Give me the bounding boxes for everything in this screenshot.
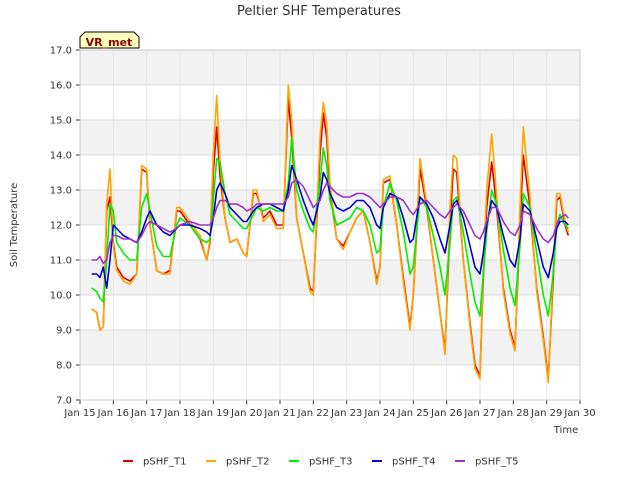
y-tick-label: 11.0: [50, 256, 72, 267]
y-tick-label: 7.0: [56, 396, 72, 407]
x-tick-label: Jan 18: [163, 408, 195, 419]
x-tick-label: Jan 22: [297, 408, 329, 419]
y-tick-label: 10.0: [50, 291, 72, 302]
series-line-pshf-t5: [91, 178, 569, 265]
x-tick-label: Jan 30: [563, 408, 595, 419]
plot-band: [80, 295, 580, 330]
legend: pSHF_T1 pSHF_T2 pSHF_T3 pSHF_T4 pSHF_T5: [123, 457, 518, 468]
series-layer: [91, 84, 570, 384]
plot-band: [80, 330, 580, 365]
plot-band: [80, 50, 580, 85]
x-tick-label: Jan 20: [230, 408, 262, 419]
x-tick-label: Jan 24: [363, 408, 395, 419]
legend-label-pshf-t4: pSHF_T4: [392, 457, 435, 468]
plot-band: [80, 365, 580, 400]
chart-title: Peltier SHF Temperatures: [237, 4, 401, 19]
x-tick-label: Jan 26: [430, 408, 462, 419]
plot-band: [80, 225, 580, 260]
y-tick-label: 16.0: [50, 81, 72, 92]
site-badge-label: VR_met: [86, 36, 133, 49]
x-tick-label: Jan 17: [130, 408, 162, 419]
y-tick-label: 8.0: [56, 361, 72, 372]
y-axis-ticks: 7.0 8.0 9.0 10.0 11.0 12.0 13.0 14.0 15.0 16.0 17.…: [50, 46, 80, 407]
x-tick-label: Jan 21: [263, 408, 295, 419]
plot-band: [80, 260, 580, 295]
plot-band: [80, 85, 580, 120]
y-tick-label: 15.0: [50, 116, 72, 127]
x-tick-label: Jan 29: [530, 408, 562, 419]
y-tick-label: 13.0: [50, 186, 72, 197]
legend-label-pshf-t1: pSHF_T1: [143, 457, 186, 468]
y-tick-label: 9.0: [56, 326, 72, 337]
plot-band: [80, 120, 580, 155]
y-axis-label: Soil Temperature: [9, 183, 20, 268]
legend-label-pshf-t3: pSHF_T3: [309, 457, 352, 468]
x-tick-label: Jan 16: [97, 408, 129, 419]
x-tick-label: Jan 28: [497, 408, 529, 419]
x-tick-label: Jan 23: [330, 408, 362, 419]
y-tick-label: 17.0: [50, 46, 72, 57]
x-tick-label: Jan 27: [463, 408, 495, 419]
x-tick-label: Jan 15: [63, 408, 95, 419]
x-tick-label: Jan 19: [197, 408, 229, 419]
site-badge: VR_met: [79, 31, 140, 49]
plot-frame: [79, 49, 581, 401]
series-line-pshf-t3: [91, 136, 569, 317]
legend-label-pshf-t5: pSHF_T5: [475, 457, 518, 468]
site-badge-shape: [79, 31, 140, 49]
series-line-pshf-t4: [91, 164, 569, 289]
y-tick-label: 14.0: [50, 151, 72, 162]
x-axis-label: Time: [553, 425, 578, 436]
legend-label-pshf-t2: pSHF_T2: [226, 457, 269, 468]
x-tick-label: Jan 25: [397, 408, 429, 419]
y-tick-label: 12.0: [50, 221, 72, 232]
series-line-pshf-t2: [91, 84, 570, 384]
x-axis-ticks: Jan 15 Jan 16 Jan 17 Jan 18 Jan 19 Jan 20 Jan …: [63, 400, 596, 419]
